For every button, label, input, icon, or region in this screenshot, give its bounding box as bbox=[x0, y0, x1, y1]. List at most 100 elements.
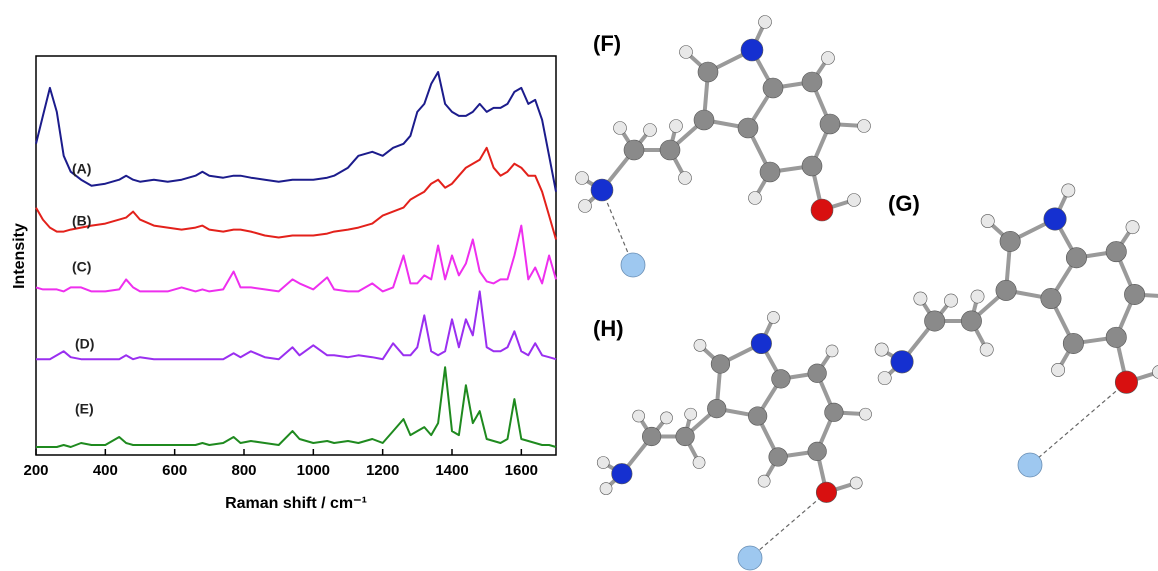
ion bbox=[738, 546, 762, 570]
atom bbox=[576, 172, 589, 185]
atom bbox=[891, 351, 913, 373]
series-label: (D) bbox=[75, 336, 94, 352]
x-tick-label: 600 bbox=[162, 462, 187, 479]
atom bbox=[694, 110, 714, 130]
spectrum-line bbox=[36, 291, 556, 359]
atom bbox=[749, 192, 762, 205]
atom bbox=[660, 140, 680, 160]
molecule bbox=[875, 184, 1158, 477]
atom bbox=[878, 371, 891, 384]
atom bbox=[633, 410, 645, 422]
x-tick-label: 1200 bbox=[366, 462, 399, 479]
x-tick-label: 1600 bbox=[505, 462, 538, 479]
spectrum-line bbox=[36, 148, 556, 240]
atom bbox=[971, 290, 984, 303]
atom bbox=[1000, 231, 1020, 251]
atom bbox=[802, 156, 822, 176]
atom bbox=[1115, 371, 1137, 393]
coordination bbox=[1030, 382, 1126, 465]
atom bbox=[808, 442, 827, 461]
atom bbox=[769, 448, 788, 467]
x-tick-label: 1400 bbox=[435, 462, 468, 479]
atom bbox=[848, 194, 861, 207]
structure-label: (G) bbox=[888, 191, 920, 216]
atom bbox=[826, 345, 838, 357]
series-label: (C) bbox=[72, 259, 91, 275]
atom bbox=[759, 16, 772, 29]
atom bbox=[698, 62, 718, 82]
atom bbox=[694, 339, 706, 351]
atom bbox=[1126, 221, 1139, 234]
atom bbox=[1152, 365, 1158, 378]
atom bbox=[875, 343, 888, 356]
atom bbox=[822, 52, 835, 65]
atom bbox=[597, 456, 609, 468]
x-axis-label: Raman shift / cm⁻¹ bbox=[225, 495, 367, 512]
atom bbox=[1124, 284, 1144, 304]
atom bbox=[612, 463, 632, 483]
ion bbox=[621, 253, 645, 277]
atom bbox=[914, 292, 927, 305]
atom bbox=[1041, 288, 1061, 308]
structure-label: (F) bbox=[593, 31, 621, 56]
atom bbox=[980, 343, 993, 356]
atom bbox=[614, 122, 627, 135]
atom bbox=[825, 403, 844, 422]
atom bbox=[624, 140, 644, 160]
x-tick-label: 1000 bbox=[297, 462, 330, 479]
atom bbox=[850, 477, 862, 489]
series-label: (B) bbox=[72, 213, 91, 229]
series-label: (A) bbox=[72, 161, 91, 177]
spectrum-line bbox=[36, 72, 556, 192]
atom bbox=[1106, 327, 1126, 347]
series-label: (E) bbox=[75, 401, 94, 417]
atom bbox=[738, 118, 758, 138]
atom bbox=[680, 46, 693, 59]
atom bbox=[772, 370, 791, 389]
atom bbox=[820, 114, 840, 134]
atom bbox=[858, 120, 871, 133]
coordination bbox=[750, 492, 826, 558]
atom bbox=[1066, 248, 1086, 268]
atom bbox=[859, 408, 871, 420]
atom bbox=[685, 408, 697, 420]
atom bbox=[711, 355, 730, 374]
x-tick-label: 400 bbox=[93, 462, 118, 479]
atom bbox=[944, 294, 957, 307]
atom bbox=[693, 456, 705, 468]
atom bbox=[670, 120, 683, 133]
atom bbox=[591, 179, 613, 201]
atom bbox=[600, 483, 612, 495]
structures: (F) (G) (H) bbox=[576, 16, 1158, 571]
atom bbox=[924, 311, 944, 331]
structure-label: (H) bbox=[593, 316, 624, 341]
atom bbox=[961, 311, 981, 331]
atom bbox=[811, 199, 833, 221]
atom bbox=[808, 364, 827, 383]
atom bbox=[741, 39, 763, 61]
atom bbox=[1063, 333, 1083, 353]
y-axis-label: Intensity bbox=[11, 223, 28, 289]
atom bbox=[660, 412, 672, 424]
atom bbox=[579, 200, 592, 213]
atom bbox=[981, 214, 994, 227]
atom bbox=[1051, 363, 1064, 376]
plot-frame bbox=[36, 56, 556, 455]
atom bbox=[748, 407, 767, 426]
atom bbox=[760, 162, 780, 182]
atom bbox=[676, 427, 695, 446]
atom bbox=[767, 311, 779, 323]
spectrum-line bbox=[36, 367, 556, 447]
x-tick-label: 800 bbox=[231, 462, 256, 479]
atom bbox=[802, 72, 822, 92]
atom bbox=[642, 427, 661, 446]
atom bbox=[679, 172, 692, 185]
atom bbox=[1044, 208, 1066, 230]
molecule bbox=[597, 311, 871, 570]
atom bbox=[1106, 241, 1126, 261]
atom bbox=[996, 280, 1016, 300]
atom bbox=[751, 333, 771, 353]
atom bbox=[644, 124, 657, 137]
atom bbox=[758, 475, 770, 487]
x-tick-label: 200 bbox=[23, 462, 48, 479]
